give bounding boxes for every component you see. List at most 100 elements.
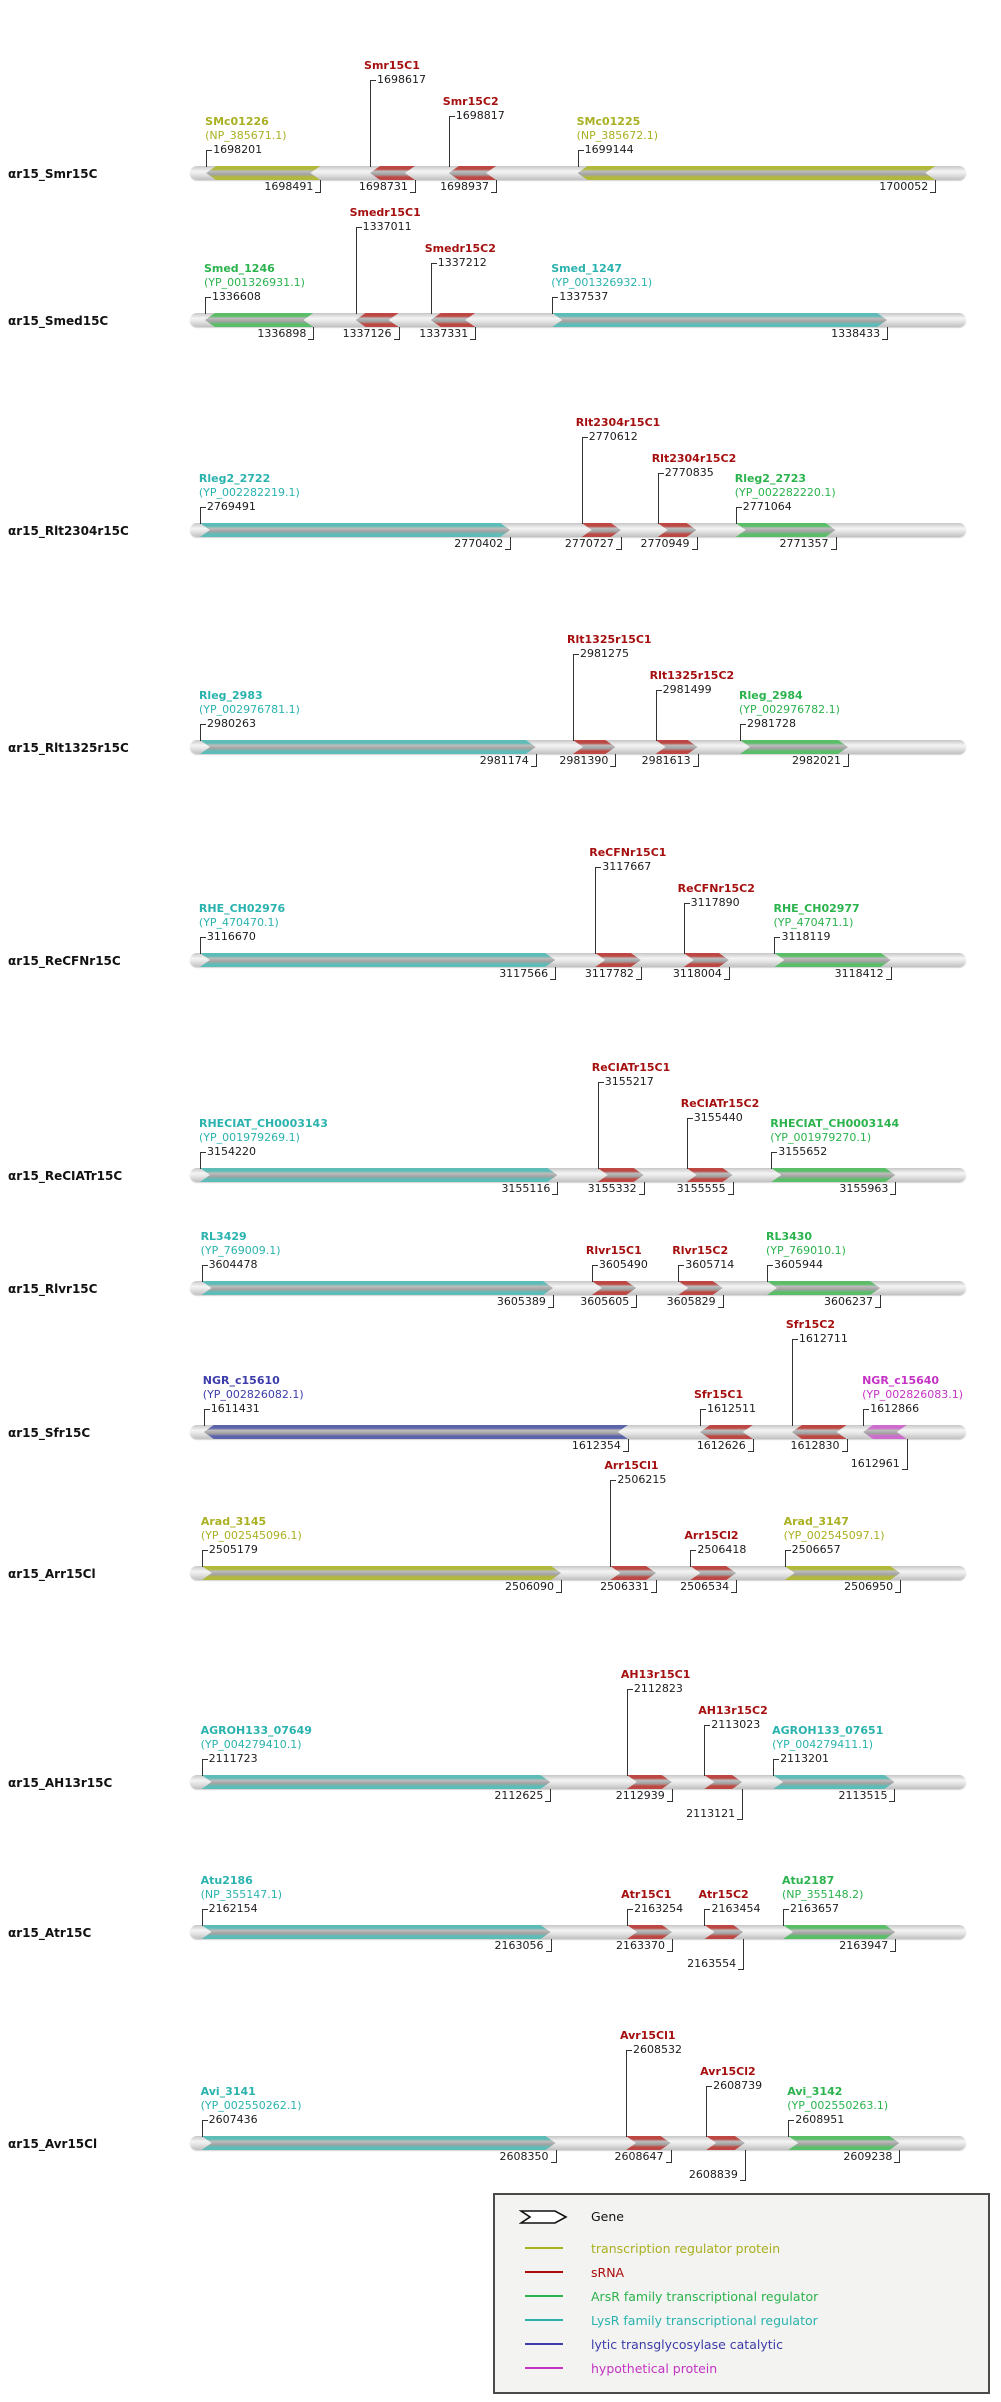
start-elbow-connector	[626, 1689, 633, 1776]
gene-name-label: Smed_1246	[203, 262, 275, 275]
end-elbow-connector	[723, 967, 730, 980]
srna-name-label: Smr15C2	[442, 95, 499, 108]
end-elbow-connector	[610, 754, 617, 767]
gene-accession-label: (YP_002826082.1)	[202, 1388, 304, 1401]
srna-gene-arrow-Avr15Cl1	[626, 2136, 671, 2150]
legend-label: sRNA	[591, 2265, 625, 2280]
legend-label: transcription regulator protein	[591, 2241, 781, 2256]
gene-end-coordinate: 2163554	[687, 1957, 737, 1970]
gene-name-label: Arad_3145	[200, 1515, 267, 1528]
gene-end-coordinate: 2608839	[688, 2168, 738, 2181]
gene-end-coordinate: 1612626	[696, 1439, 746, 1452]
srna-gene-arrow-Atr15C2	[704, 1925, 743, 1939]
gene-arrow-Rleg_2984	[740, 740, 848, 754]
gene-arrow-Arad_3147	[785, 1566, 901, 1580]
start-elbow-connector	[206, 150, 213, 167]
srna-name-label: ReCFNr15C2	[677, 882, 755, 895]
end-elbow-connector	[894, 2150, 901, 2163]
gene-accession-label: (YP_470471.1)	[773, 916, 854, 929]
start-elbow-connector	[199, 1152, 206, 1169]
srna-gene-arrow-Smedr15C1	[356, 313, 399, 327]
gene-start-coordinate: 3118119	[781, 930, 831, 943]
gene-start-coordinate: 2770835	[664, 466, 714, 479]
legend-box: Gene transcription regulator protein sRNA A…	[493, 2193, 990, 2394]
gene-end-coordinate: 2112939	[615, 1789, 665, 1802]
gene-end-coordinate: 1337331	[419, 327, 469, 340]
end-elbow-connector	[830, 537, 837, 550]
gene-start-coordinate: 3605714	[685, 1258, 735, 1271]
start-elbow-connector	[626, 2050, 633, 2137]
gene-end-coordinate: 2771357	[779, 537, 829, 550]
gene-start-coordinate: 1612511	[706, 1402, 756, 1415]
gene-start-coordinate: 2506418	[697, 1543, 747, 1556]
gene-name-label: SMc01226	[205, 115, 269, 128]
start-elbow-connector	[448, 116, 455, 167]
gene-accession-label: (YP_470470.1)	[198, 916, 279, 929]
end-elbow-connector	[547, 1295, 554, 1308]
srna-gene-arrow-Rlt2304r15C1	[582, 523, 621, 537]
gene-arrow-Smed_1247	[552, 313, 887, 327]
end-elbow-connector	[530, 754, 537, 767]
end-elbow-connector	[895, 1580, 902, 1593]
srna-name-label: Rlt1325r15C2	[649, 669, 735, 682]
end-elbow-connector	[739, 2150, 746, 2181]
srna-name-label: Arr15Cl2	[684, 1529, 739, 1542]
start-elbow-connector	[706, 2086, 713, 2137]
gene-start-coordinate: 2505179	[208, 1543, 258, 1556]
gene-name-label: Smed_1247	[551, 262, 623, 275]
start-elbow-connector	[573, 654, 580, 741]
gene-arrow-Rleg_2983	[200, 740, 536, 754]
gene-accession-label: (NP_385672.1)	[576, 129, 659, 142]
gene-accession-label: (YP_001326931.1)	[203, 276, 305, 289]
gene-arrow-RHECIAT_CH0003144	[771, 1168, 895, 1182]
gene-name-label: NGR_c15640	[862, 1374, 940, 1387]
gene-end-coordinate: 2112625	[494, 1789, 544, 1802]
start-elbow-connector	[627, 1909, 634, 1926]
srna-name-label: Atr15C1	[621, 1888, 672, 1901]
end-elbow-connector	[874, 1295, 881, 1308]
start-elbow-connector	[201, 1265, 208, 1282]
gene-end-coordinate: 2608647	[614, 2150, 664, 2163]
gene-name-label: RL3429	[200, 1230, 247, 1243]
gene-start-coordinate: 2113201	[780, 1752, 830, 1765]
end-elbow-connector	[638, 1182, 645, 1195]
gene-end-coordinate: 2770727	[564, 537, 614, 550]
gene-start-coordinate: 2981728	[747, 717, 797, 730]
srna-gene-arrow-ReCIATr15C2	[687, 1168, 733, 1182]
gene-start-coordinate: 2608951	[795, 2113, 845, 2126]
srna-gene-arrow-Rlvr15C2	[678, 1281, 722, 1295]
gene-name-label: AGROH133_07649	[200, 1724, 312, 1737]
end-elbow-connector	[691, 537, 698, 550]
gene-accession-label: (YP_001979270.1)	[770, 1131, 872, 1144]
track-label: αr15_Arr15Cl	[8, 1567, 96, 1581]
start-elbow-connector	[591, 1265, 598, 1282]
gene-name-label: Rleg2_2722	[198, 472, 271, 485]
gene-start-coordinate: 3117890	[690, 896, 740, 909]
end-elbow-connector	[930, 180, 937, 193]
start-elbow-connector	[577, 150, 584, 167]
start-elbow-connector	[735, 507, 742, 524]
gene-start-coordinate: 1612711	[798, 1332, 848, 1345]
srna-gene-arrow-Avr15Cl2	[706, 2136, 745, 2150]
legend-color-line	[525, 2367, 563, 2369]
gene-start-coordinate: 2163454	[711, 1902, 761, 1915]
end-elbow-connector	[505, 537, 512, 550]
gene-accession-label: (YP_002282219.1)	[198, 486, 300, 499]
srna-name-label: Rlt2304r15C2	[651, 452, 737, 465]
gene-end-coordinate: 2163947	[839, 1939, 889, 1952]
end-elbow-connector	[393, 327, 400, 340]
start-elbow-connector	[791, 1339, 798, 1426]
gene-name-label: Rleg_2984	[739, 689, 803, 702]
gene-accession-label: (YP_002545096.1)	[200, 1529, 302, 1542]
gene-end-coordinate: 2163056	[494, 1939, 544, 1952]
srna-gene-arrow-Arr15Cl1	[610, 1566, 656, 1580]
gene-start-coordinate: 3116670	[206, 930, 256, 943]
gene-accession-label: (NP_355148.2)	[782, 1888, 864, 1901]
start-elbow-connector	[657, 473, 664, 524]
srna-name-label: Avr15Cl1	[620, 2029, 676, 2042]
